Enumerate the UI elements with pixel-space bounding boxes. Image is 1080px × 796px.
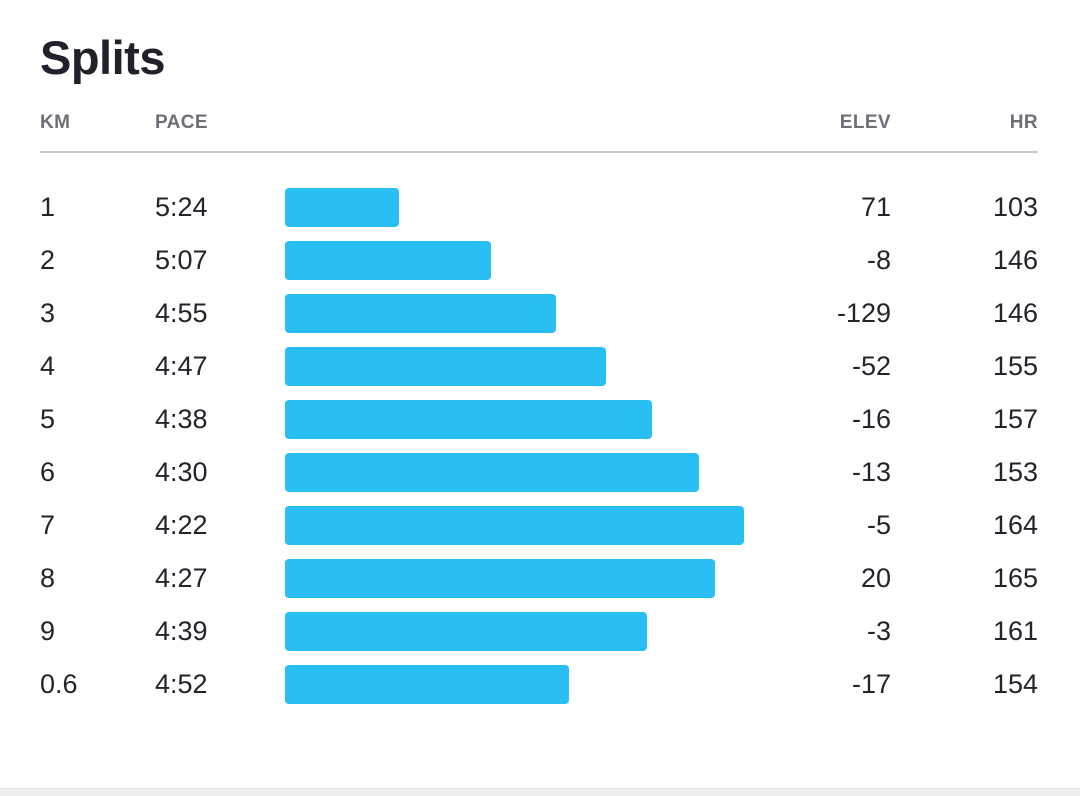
elev-cell: -52 [851, 351, 891, 381]
table-header-row: KM PACE ELEV HR [40, 112, 1038, 153]
pace-cell: 4:27 [155, 563, 208, 593]
km-cell: 6 [40, 457, 56, 487]
pace-cell: 4:47 [155, 351, 208, 381]
elev-cell: -13 [851, 457, 891, 487]
table-row: 0.6 4:52 -17 154 [40, 658, 1038, 711]
pace-bar-cell [285, 499, 745, 552]
pace-bar-cell [285, 552, 745, 605]
pace-bar-cell [285, 605, 745, 658]
pace-bar-cell [285, 446, 745, 499]
table-row: 2 5:07 -8 146 [40, 234, 1038, 287]
table-row: 4 4:47 -52 155 [40, 340, 1038, 393]
pace-bar [285, 188, 399, 227]
pace-cell: 5:24 [155, 192, 208, 222]
table-row: 3 4:55 -129 146 [40, 287, 1038, 340]
pace-bar [285, 241, 491, 280]
table-row: 9 4:39 -3 161 [40, 605, 1038, 658]
header-km: KM [40, 112, 71, 133]
elev-cell: -17 [851, 669, 891, 699]
table-row: 5 4:38 -16 157 [40, 393, 1038, 446]
elev-cell: 71 [860, 192, 891, 222]
pace-bar [285, 294, 556, 333]
hr-cell: 157 [992, 404, 1038, 434]
km-cell: 3 [40, 298, 56, 328]
hr-cell: 146 [992, 245, 1038, 275]
km-cell: 1 [40, 192, 56, 222]
pace-cell: 4:30 [155, 457, 208, 487]
km-cell: 7 [40, 510, 56, 540]
hr-cell: 154 [992, 669, 1038, 699]
pace-cell: 4:38 [155, 404, 208, 434]
hr-cell: 103 [992, 192, 1038, 222]
table-row: 7 4:22 -5 164 [40, 499, 1038, 552]
table-row: 1 5:24 71 103 [40, 181, 1038, 234]
km-cell: 4 [40, 351, 56, 381]
elev-cell: -16 [851, 404, 891, 434]
pace-bar [285, 347, 606, 386]
pace-bar-cell [285, 340, 745, 393]
pace-bar [285, 400, 652, 439]
km-cell: 0.6 [40, 669, 78, 699]
km-cell: 9 [40, 616, 56, 646]
hr-cell: 153 [992, 457, 1038, 487]
header-hr: HR [1009, 112, 1038, 133]
splits-table: KM PACE ELEV HR 1 5:24 71 103 2 5:07 -8 146 3 4:5… [40, 112, 1038, 711]
header-pace: PACE [155, 112, 208, 133]
elev-cell: -3 [866, 616, 891, 646]
pace-bar-cell [285, 181, 745, 234]
table-body: 1 5:24 71 103 2 5:07 -8 146 3 4:55 -129 146 4 4:47 -52… [40, 153, 1038, 711]
pace-cell: 4:39 [155, 616, 208, 646]
hr-cell: 155 [992, 351, 1038, 381]
km-cell: 5 [40, 404, 56, 434]
pace-bar-cell [285, 234, 745, 287]
pace-bar [285, 506, 744, 545]
pace-bar [285, 559, 715, 598]
pace-bar [285, 453, 699, 492]
elev-cell: 20 [860, 563, 891, 593]
table-row: 8 4:27 20 165 [40, 552, 1038, 605]
elev-cell: -129 [836, 298, 891, 328]
pace-cell: 4:52 [155, 669, 208, 699]
table-row: 6 4:30 -13 153 [40, 446, 1038, 499]
km-cell: 8 [40, 563, 56, 593]
hr-cell: 165 [992, 563, 1038, 593]
pace-bar-cell [285, 393, 745, 446]
pace-cell: 4:55 [155, 298, 208, 328]
section-divider [0, 788, 1080, 796]
pace-cell: 5:07 [155, 245, 208, 275]
km-cell: 2 [40, 245, 56, 275]
hr-cell: 146 [992, 298, 1038, 328]
elev-cell: -5 [866, 510, 891, 540]
pace-cell: 4:22 [155, 510, 208, 540]
header-elev: ELEV [839, 112, 891, 133]
splits-section: Splits KM PACE ELEV HR 1 5:24 71 103 2 5:07 -8… [40, 31, 1038, 711]
pace-bar [285, 665, 569, 704]
page-title: Splits [40, 31, 165, 84]
pace-bar-cell [285, 658, 745, 711]
hr-cell: 161 [992, 616, 1038, 646]
hr-cell: 164 [992, 510, 1038, 540]
pace-bar-cell [285, 287, 745, 340]
pace-bar [285, 612, 647, 651]
elev-cell: -8 [866, 245, 891, 275]
